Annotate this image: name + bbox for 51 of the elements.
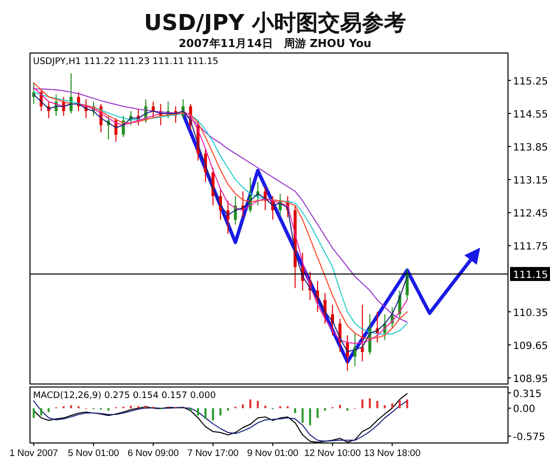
bar — [107, 408, 110, 411]
bar — [32, 408, 35, 418]
bar — [256, 400, 259, 408]
x-tick-label: 13 Nov 18:00 — [364, 448, 420, 459]
x-tick-label: 6 Nov 09:00 — [128, 448, 179, 459]
bar — [204, 408, 207, 419]
y-tick-label: 110.35 — [513, 308, 548, 319]
y-tick-label: 0.315 — [513, 388, 542, 400]
y-tick-label: 113.85 — [513, 142, 548, 154]
bar — [212, 408, 214, 420]
bar — [302, 408, 304, 423]
ref-line-label: 111.15 — [513, 270, 548, 281]
bar — [316, 408, 319, 418]
bar — [226, 408, 229, 411]
y-tick-label: 0.00 — [513, 404, 536, 416]
bar — [309, 408, 312, 426]
candlestick — [360, 304, 364, 362]
bar — [406, 399, 408, 408]
bar — [376, 400, 378, 408]
y-tick-label: -0.575 — [513, 432, 546, 444]
bar — [197, 408, 200, 416]
x-tick-label: 12 Nov 10:00 — [304, 448, 361, 459]
x-tick-label: 5 Nov 01:00 — [68, 448, 120, 459]
x-tick-label: 1 Nov 2007 — [9, 448, 58, 459]
y-tick-label: 114.55 — [513, 109, 548, 120]
bar — [219, 408, 222, 416]
bar — [368, 398, 371, 408]
bar — [40, 408, 42, 416]
y-tick-label: 108.95 — [513, 374, 548, 385]
bar — [324, 408, 326, 411]
bar — [190, 408, 192, 411]
y-tick-label: 112.45 — [513, 208, 548, 220]
x-tick-label: 7 Nov 17:00 — [187, 448, 239, 459]
line-series — [33, 400, 408, 442]
x-tick-label: 9 Nov 01:00 — [247, 448, 298, 459]
bar — [346, 408, 348, 411]
bar — [391, 403, 394, 408]
chart-title: USD/JPY 小时图交易参考 — [144, 10, 406, 36]
bar — [249, 399, 252, 408]
y-tick-label: 113.15 — [513, 176, 548, 187]
y-tick-label: 115.25 — [513, 76, 548, 88]
annotation: USDJPY,H1 111.22 111.23 111.11 111.15 — [33, 57, 218, 67]
bar — [48, 408, 50, 412]
bar — [361, 399, 364, 408]
bar — [398, 400, 401, 408]
y-tick-label: 109.65 — [513, 340, 548, 352]
chart-subtitle: 2007年11月14日 周游 ZHOU You — [178, 37, 372, 50]
bar — [242, 404, 244, 408]
annotation: MACD(12,26,9) 0.275 0.154 0.157 0.000 — [33, 391, 216, 401]
y-tick-label: 111.75 — [513, 242, 548, 253]
bar — [294, 408, 296, 414]
